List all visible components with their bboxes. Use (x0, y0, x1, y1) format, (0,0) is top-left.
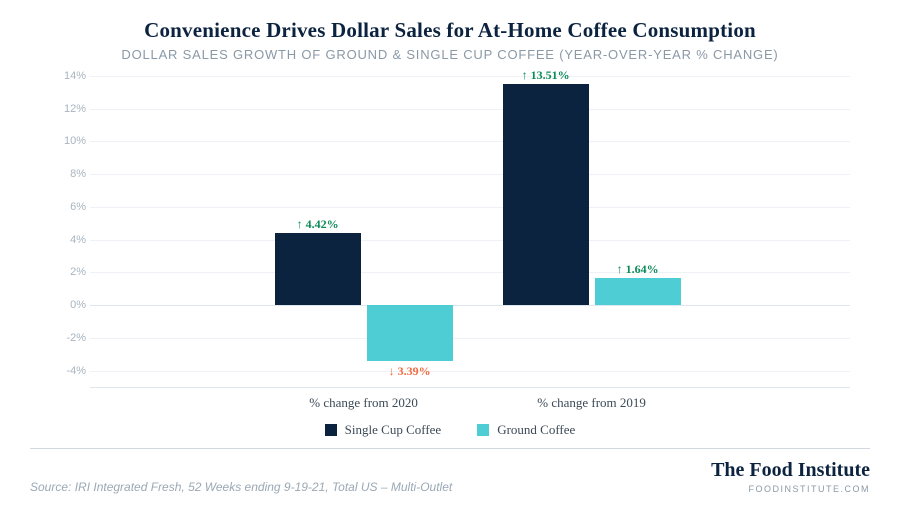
y-tick-label: -2% (46, 332, 86, 344)
y-tick-label: 6% (46, 201, 86, 213)
legend-item-ground: Ground Coffee (477, 422, 575, 438)
footer: Source: IRI Integrated Fresh, 52 Weeks e… (30, 448, 870, 494)
chart-subtitle: DOLLAR SALES GROWTH OF GROUND & SINGLE C… (30, 47, 870, 62)
source-text: Source: IRI Integrated Fresh, 52 Weeks e… (30, 480, 452, 494)
bar (275, 233, 361, 305)
y-tick-label: -4% (46, 365, 86, 377)
bar (503, 84, 589, 305)
y-tick-label: 2% (46, 266, 86, 278)
y-tick-label: 0% (46, 299, 86, 311)
gridline (90, 141, 850, 142)
gridline (90, 272, 850, 273)
legend-label: Ground Coffee (497, 422, 575, 438)
y-tick-label: 8% (46, 168, 86, 180)
gridline (90, 207, 850, 208)
gridline (90, 109, 850, 110)
bar-value-label: ↑ 1.64% (617, 262, 659, 277)
bar-value-label: ↑ 13.51% (522, 68, 570, 83)
legend-item-single-cup: Single Cup Coffee (325, 422, 442, 438)
bar (595, 278, 681, 305)
y-tick-label: 14% (46, 70, 86, 82)
x-axis-group-label: % change from 2020 (309, 395, 418, 411)
gridline (90, 338, 850, 339)
bar-value-label: ↑ 4.42% (297, 217, 339, 232)
x-axis-group-label: % change from 2019 (537, 395, 646, 411)
legend-swatch (325, 424, 337, 436)
y-tick-label: 10% (46, 135, 86, 147)
gridline (90, 240, 850, 241)
gridline (90, 371, 850, 372)
gridline (90, 305, 850, 306)
y-tick-label: 12% (46, 103, 86, 115)
legend-swatch (477, 424, 489, 436)
y-tick-label: 4% (46, 234, 86, 246)
gridline (90, 174, 850, 175)
bar-value-label: ↓ 3.39% (389, 364, 431, 379)
gridline (90, 76, 850, 77)
chart-area: -4%-2%0%2%4%6%8%10%12%14%↑ 4.42%↓ 3.39%%… (30, 76, 870, 448)
chart-title: Convenience Drives Dollar Sales for At-H… (30, 18, 870, 43)
legend-label: Single Cup Coffee (345, 422, 442, 438)
brand-url: FOODINSTITUTE.COM (711, 484, 870, 494)
brand-block: The Food Institute FOODINSTITUTE.COM (711, 459, 870, 494)
brand-name: The Food Institute (711, 459, 870, 482)
legend: Single Cup Coffee Ground Coffee (30, 422, 870, 438)
plot-region: -4%-2%0%2%4%6%8%10%12%14%↑ 4.42%↓ 3.39%%… (90, 76, 850, 388)
bar (367, 305, 453, 360)
